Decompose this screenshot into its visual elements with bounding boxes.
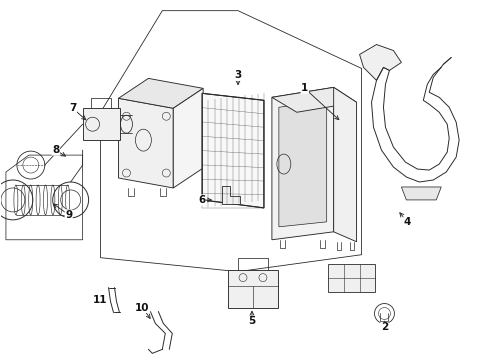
Text: 9: 9 [65, 210, 72, 220]
Text: 4: 4 [404, 217, 411, 227]
Polygon shape [119, 78, 203, 108]
Polygon shape [401, 187, 441, 200]
Polygon shape [173, 88, 203, 188]
Polygon shape [202, 93, 264, 208]
Text: 10: 10 [135, 302, 149, 312]
Polygon shape [279, 100, 327, 227]
Text: 6: 6 [198, 195, 206, 205]
Text: 11: 11 [93, 294, 108, 305]
Text: 1: 1 [301, 84, 308, 93]
Polygon shape [228, 270, 278, 307]
Text: 2: 2 [381, 323, 388, 332]
Polygon shape [328, 264, 375, 292]
Polygon shape [119, 98, 173, 188]
Text: 5: 5 [248, 316, 256, 327]
Text: 8: 8 [52, 145, 59, 155]
Polygon shape [360, 45, 401, 80]
Polygon shape [272, 87, 357, 112]
Text: 3: 3 [234, 71, 242, 80]
Polygon shape [272, 87, 334, 240]
Polygon shape [334, 87, 357, 242]
Text: 7: 7 [69, 103, 76, 113]
Polygon shape [83, 108, 121, 140]
Polygon shape [222, 186, 240, 204]
